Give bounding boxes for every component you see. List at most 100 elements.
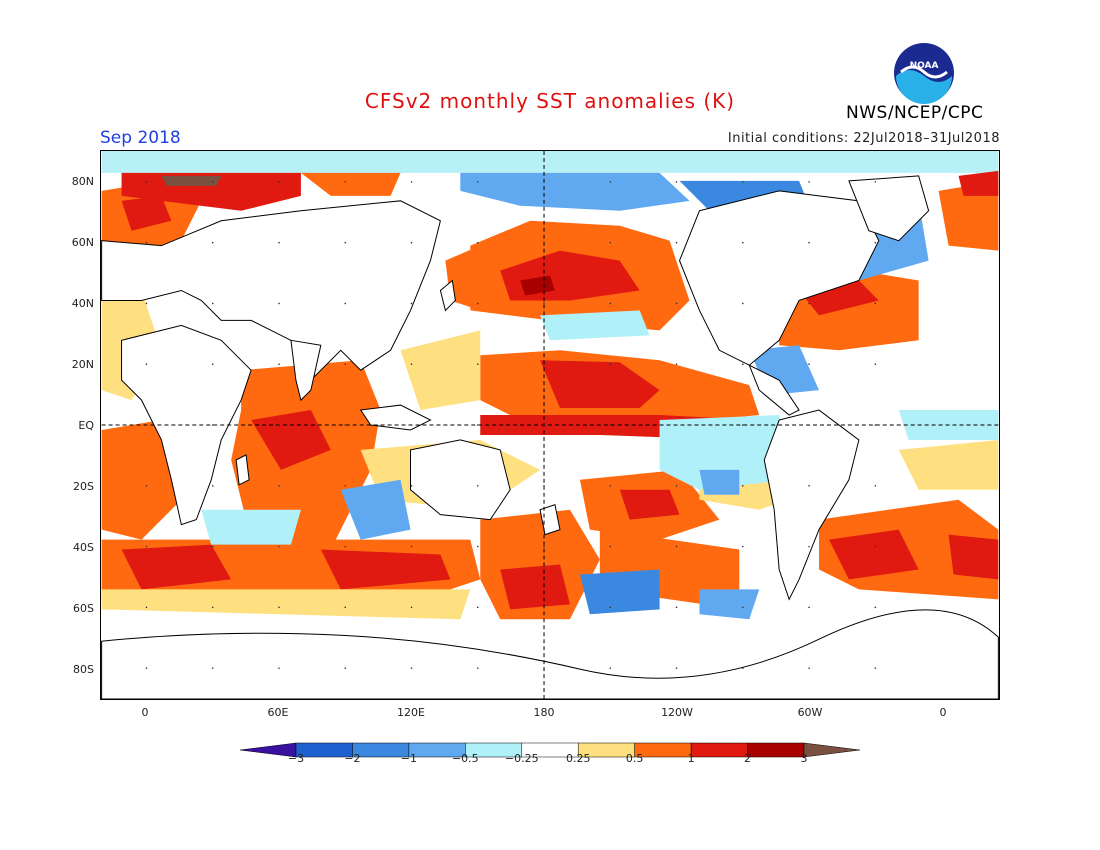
grid-dot	[609, 667, 612, 669]
grid-dot	[808, 241, 810, 244]
colorbar-tick-label: −0.25	[504, 752, 539, 765]
grid-dot	[211, 424, 214, 426]
grid-dot	[741, 545, 744, 548]
grid-dot	[609, 302, 612, 305]
grid-dot	[609, 545, 612, 548]
grid-dot	[808, 363, 810, 366]
grid-dot	[675, 424, 678, 426]
grid-dot	[741, 302, 744, 305]
grid-dot	[344, 667, 347, 669]
grid-dot	[874, 181, 877, 183]
grid-dot	[476, 241, 479, 244]
eurasia	[101, 200, 441, 382]
grid-dot	[874, 241, 877, 244]
noaa-logo: NOAA	[894, 43, 954, 104]
grid-dot	[410, 241, 413, 244]
grid-dot	[410, 363, 413, 366]
agency-label: NWS/NCEP/CPC	[846, 103, 984, 123]
grid-dot	[278, 484, 280, 487]
australia	[410, 439, 511, 521]
new-zealand	[539, 504, 561, 536]
lat-label-eq: EQ	[78, 419, 94, 432]
grid-dot	[410, 302, 413, 305]
grid-dot	[741, 484, 744, 487]
grid-dot	[741, 424, 744, 426]
grid-dot	[278, 302, 280, 305]
grid-dot	[145, 363, 148, 366]
grid-dot	[476, 606, 479, 609]
lat-label-20s: 20S	[73, 480, 94, 493]
grid-dot	[741, 181, 744, 183]
grid-dot	[278, 667, 280, 669]
initial-conditions: Initial conditions: 22Jul2018–31Jul2018	[727, 131, 1000, 146]
grid-dot	[476, 363, 479, 366]
grid-dot	[609, 181, 612, 183]
grid-dot	[874, 606, 877, 609]
lat-label-20n: 20N	[71, 358, 94, 371]
grid-dot	[344, 484, 347, 487]
arctic-ice-band	[101, 151, 999, 173]
colorbar-tick-label: 1	[687, 752, 695, 765]
grid-dot	[476, 667, 479, 669]
grid-ticks	[145, 181, 877, 669]
grid-dot	[145, 545, 148, 548]
colorbar-tick-label: 0.25	[565, 752, 591, 765]
grid-dot	[675, 606, 678, 609]
india	[290, 339, 322, 402]
grid-dot	[278, 363, 280, 366]
grid-dot	[808, 424, 810, 426]
grid-dot	[410, 424, 413, 426]
grid-dot	[476, 424, 479, 426]
grid-dot	[278, 241, 280, 244]
grid-dot	[344, 302, 347, 305]
japan	[439, 279, 456, 312]
greenland	[848, 175, 930, 242]
grid-dot	[675, 363, 678, 366]
grid-dot	[675, 484, 678, 487]
grid-dot	[344, 181, 347, 183]
grid-dot	[675, 302, 678, 305]
grid-dot	[278, 606, 280, 609]
colorbar-tick-label: −1	[400, 752, 417, 765]
grid-dot	[145, 181, 148, 183]
grid-dot	[543, 667, 545, 669]
grid-dot	[543, 484, 545, 487]
grid-dot	[874, 424, 877, 426]
grid-dot	[344, 424, 347, 426]
colorbar-segment-max	[803, 742, 860, 758]
colorbar-tick-label: 0.5	[625, 752, 644, 765]
grid-dot	[543, 181, 545, 183]
grid-dot	[211, 545, 214, 548]
lat-label-80s: 80S	[73, 663, 94, 676]
grid-dot	[145, 241, 148, 244]
grid-dot	[145, 484, 148, 487]
grid-dot	[476, 302, 479, 305]
grid-dot	[609, 363, 612, 366]
grid-dot	[874, 302, 877, 305]
grid-dot	[808, 484, 810, 487]
grid-dot	[543, 302, 545, 305]
grid-dot	[808, 181, 810, 183]
grid-dot	[741, 667, 744, 669]
map-title: CFSv2 monthly SST anomalies (K)	[364, 89, 736, 113]
colorbar-tick-label: 2	[744, 752, 752, 765]
lat-label-40s: 40S	[73, 541, 94, 554]
indonesia	[359, 404, 432, 431]
grid-dot	[609, 424, 612, 426]
grid-dot	[278, 545, 280, 548]
grid-dot	[808, 667, 810, 669]
grid-dot	[476, 484, 479, 487]
lon-label-180: 180	[533, 706, 555, 719]
grid-dot	[543, 606, 545, 609]
grid-dot	[741, 241, 744, 244]
antarctica	[101, 609, 999, 699]
lon-label-60e: 60E	[267, 706, 289, 719]
grid-dot	[609, 484, 612, 487]
grid-dot	[543, 424, 545, 426]
lon-label-120w: 120W	[661, 706, 693, 719]
grid-dot	[476, 545, 479, 548]
grid-dot	[874, 363, 877, 366]
grid-dot	[410, 181, 413, 183]
grid-dot	[675, 667, 678, 669]
grid-dot	[278, 424, 280, 426]
